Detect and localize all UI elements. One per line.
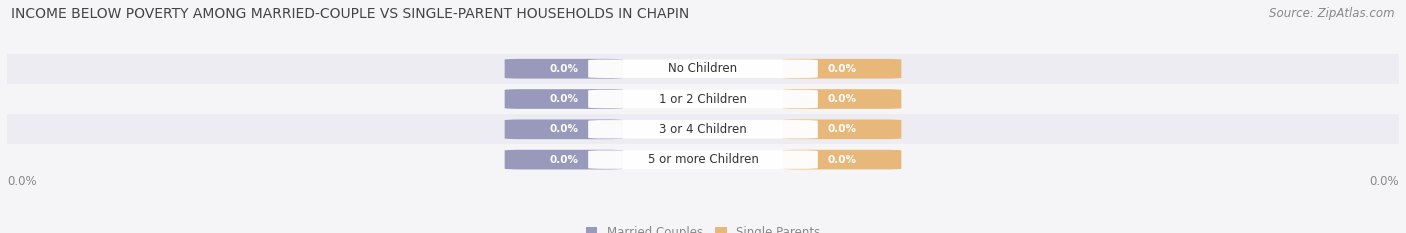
Legend: Married Couples, Single Parents: Married Couples, Single Parents (581, 222, 825, 233)
FancyBboxPatch shape (505, 150, 623, 169)
Text: 0.0%: 0.0% (550, 155, 578, 164)
Text: 5 or more Children: 5 or more Children (648, 153, 758, 166)
Text: 1 or 2 Children: 1 or 2 Children (659, 93, 747, 106)
Text: 0.0%: 0.0% (550, 64, 578, 74)
FancyBboxPatch shape (783, 89, 901, 109)
FancyBboxPatch shape (505, 120, 623, 139)
Text: 3 or 4 Children: 3 or 4 Children (659, 123, 747, 136)
FancyBboxPatch shape (783, 150, 901, 169)
Text: 0.0%: 0.0% (828, 124, 856, 134)
FancyBboxPatch shape (588, 150, 818, 169)
Text: No Children: No Children (668, 62, 738, 75)
FancyBboxPatch shape (505, 59, 623, 79)
FancyBboxPatch shape (588, 120, 818, 139)
Bar (7, 54, 1399, 84)
FancyBboxPatch shape (588, 59, 818, 78)
Text: 0.0%: 0.0% (7, 175, 37, 188)
Text: 0.0%: 0.0% (828, 94, 856, 104)
Text: 0.0%: 0.0% (1369, 175, 1399, 188)
Text: 0.0%: 0.0% (828, 155, 856, 164)
Bar (7, 114, 1399, 144)
FancyBboxPatch shape (588, 90, 818, 108)
FancyBboxPatch shape (505, 89, 623, 109)
Text: 0.0%: 0.0% (550, 124, 578, 134)
FancyBboxPatch shape (783, 120, 901, 139)
Text: 0.0%: 0.0% (550, 94, 578, 104)
Bar (7, 84, 1399, 114)
Text: 0.0%: 0.0% (828, 64, 856, 74)
Bar (7, 144, 1399, 175)
FancyBboxPatch shape (783, 59, 901, 79)
Text: Source: ZipAtlas.com: Source: ZipAtlas.com (1270, 7, 1395, 20)
Text: INCOME BELOW POVERTY AMONG MARRIED-COUPLE VS SINGLE-PARENT HOUSEHOLDS IN CHAPIN: INCOME BELOW POVERTY AMONG MARRIED-COUPL… (11, 7, 689, 21)
